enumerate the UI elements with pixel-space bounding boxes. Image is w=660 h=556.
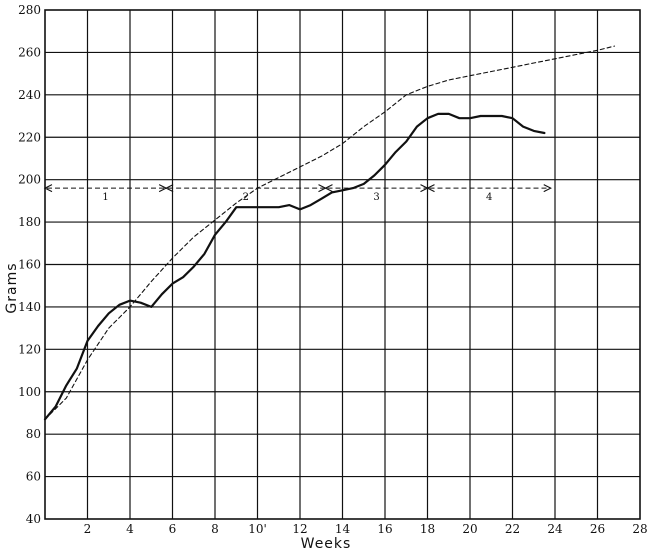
x-tick-label: 14 bbox=[335, 522, 351, 536]
y-tick-label: 140 bbox=[18, 300, 41, 314]
series-solid-line bbox=[43, 112, 546, 421]
y-tick-label: 220 bbox=[18, 130, 41, 144]
x-tick-label: 20 bbox=[462, 522, 477, 536]
y-tick-label: 120 bbox=[18, 342, 41, 356]
x-tick-label: 6 bbox=[169, 522, 177, 536]
x-tick-label: 4 bbox=[126, 522, 134, 536]
y-tick-label: 160 bbox=[18, 258, 41, 272]
y-tick-label: 100 bbox=[18, 385, 41, 399]
phase-label: 1 bbox=[102, 192, 108, 203]
series-lines bbox=[43, 45, 616, 421]
y-tick-label: 180 bbox=[18, 215, 41, 229]
phase-arrowhead-left bbox=[324, 184, 333, 193]
x-tick-label: 2 bbox=[84, 522, 92, 536]
phase-arrowhead-right bbox=[543, 184, 552, 193]
y-tick-label: 260 bbox=[18, 45, 41, 59]
x-tick-label: 12 bbox=[292, 522, 307, 536]
phase-label: 3 bbox=[373, 192, 379, 203]
y-tick-labels: 40 60 80 100 120 140 160 180 200 220 240 260 280 bbox=[18, 3, 41, 526]
phase-arrows: 1 2 3 4 bbox=[43, 184, 552, 203]
x-tick-label: 10' bbox=[248, 522, 267, 536]
x-tick-labels: 2 4 6 8 10' 12 14 16 18 20 22 24 26 28 bbox=[84, 522, 648, 536]
x-tick-label: 22 bbox=[505, 522, 520, 536]
series-dashed-line bbox=[44, 45, 616, 420]
y-tick-label: 200 bbox=[18, 173, 41, 187]
x-tick-label: 18 bbox=[420, 522, 435, 536]
y-tick-label: 280 bbox=[18, 3, 41, 17]
y-tick-label: 60 bbox=[26, 470, 41, 484]
phase-label: 2 bbox=[243, 192, 249, 203]
x-tick-label: 26 bbox=[590, 522, 605, 536]
x-tick-label: 16 bbox=[377, 522, 392, 536]
phase-arrowhead-left bbox=[43, 184, 53, 193]
y-tick-label: 80 bbox=[26, 427, 41, 441]
x-tick-label: 24 bbox=[547, 522, 563, 536]
x-tick-label: 28 bbox=[632, 522, 647, 536]
phase-arrowhead-left bbox=[164, 184, 174, 193]
x-tick-label: 8 bbox=[211, 522, 219, 536]
phase-arrowhead-left bbox=[426, 184, 435, 193]
y-axis-title: Grams bbox=[4, 262, 20, 313]
y-tick-label: 240 bbox=[18, 88, 41, 102]
y-tick-label: 40 bbox=[26, 512, 41, 526]
grid bbox=[44, 9, 641, 520]
x-axis-title: Weeks bbox=[301, 536, 352, 552]
phase-label: 4 bbox=[486, 192, 492, 203]
